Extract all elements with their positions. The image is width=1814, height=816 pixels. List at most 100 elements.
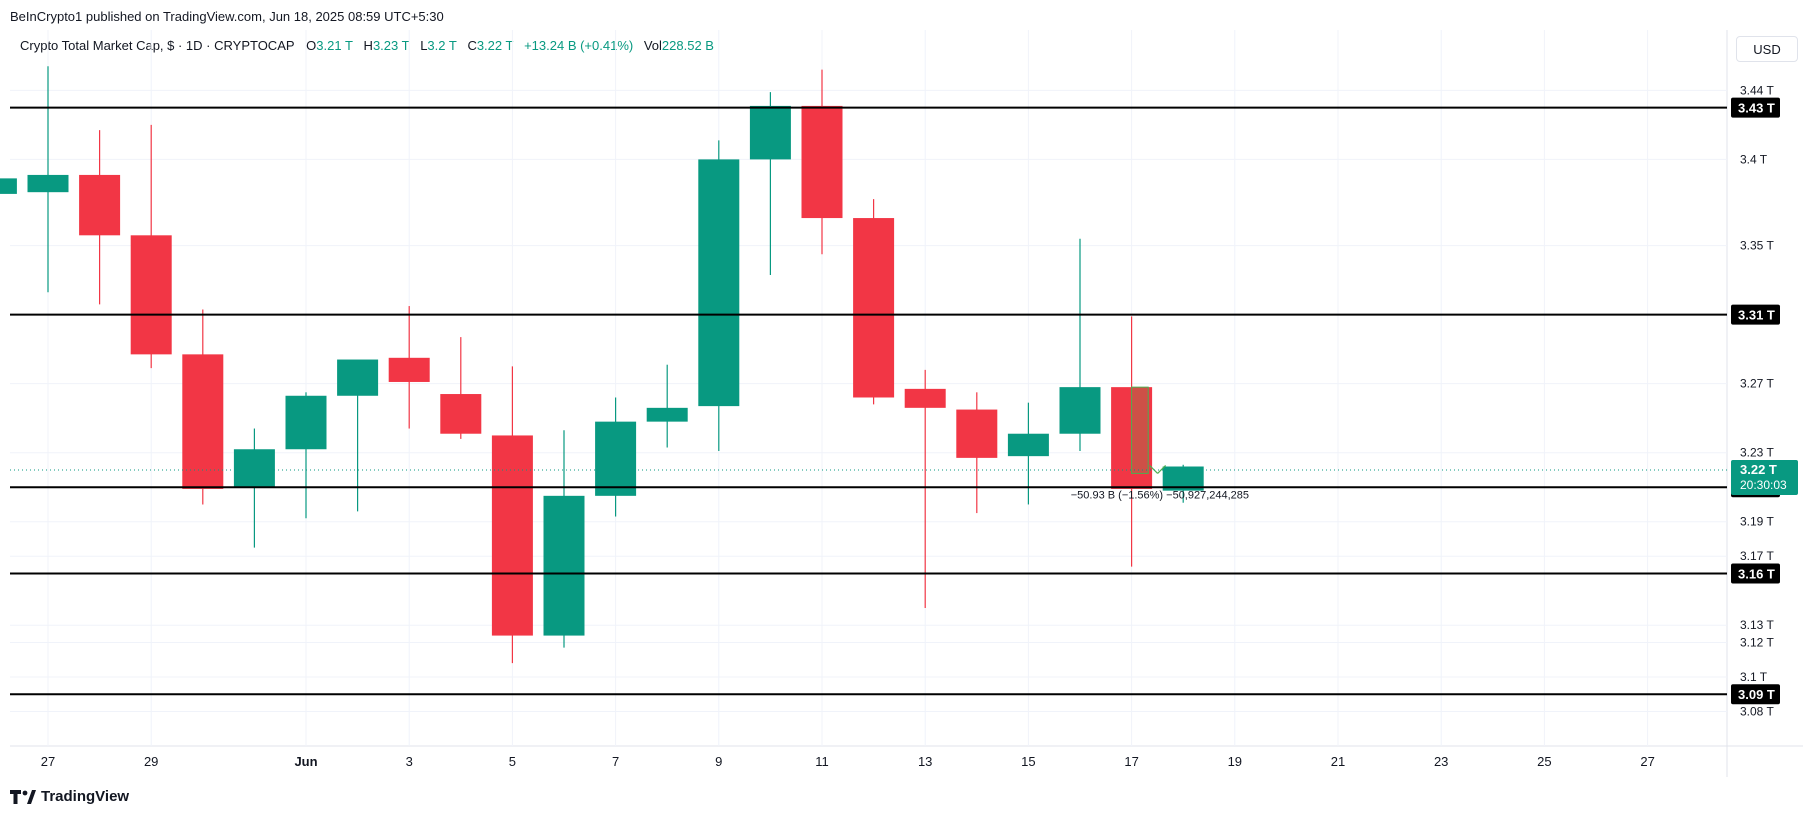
candle	[904, 369, 946, 608]
measure-tool: −50.93 B (−1.56%) −50,927,244,285	[1071, 386, 1249, 501]
time-tick-label: 11	[815, 754, 829, 769]
candle-body	[285, 395, 327, 450]
candle	[440, 337, 482, 439]
candle	[337, 359, 379, 512]
candle-body	[182, 354, 224, 489]
time-tick-label: 13	[918, 754, 932, 769]
open-value: 3.21 T	[316, 38, 353, 53]
close-label: C	[467, 38, 477, 53]
volume-value: 228.52 B	[661, 38, 714, 53]
close-value: 3.22 T	[476, 38, 514, 53]
price-tick-label: 3.23 T	[1740, 446, 1774, 460]
level-price-label: 3.43 T	[1738, 101, 1775, 116]
last-price-box	[1731, 459, 1798, 495]
price-axis[interactable]: 3.44 T 3.4 T 3.35 T 3.27 T 3.23 T 3.19 T 3.17 …	[1731, 83, 1780, 718]
candle-body	[543, 495, 585, 636]
tradingview-logo-icon	[10, 789, 36, 804]
tradingview-brand-text: TradingView	[41, 788, 130, 805]
price-tick-label: 3.4 T	[1740, 152, 1768, 166]
level-price-box	[1731, 304, 1780, 325]
measure-box	[1131, 386, 1149, 474]
time-tick-label: 3	[406, 754, 413, 769]
currency-button[interactable]: USD	[1736, 36, 1798, 62]
candle-body	[801, 105, 843, 219]
time-tick-label: Jun	[294, 754, 317, 769]
low-value: 3.2 T	[427, 38, 457, 53]
candle-body	[130, 235, 172, 355]
volume-label: Vol	[643, 38, 662, 53]
time-tick-label: 5	[509, 754, 516, 769]
candle-body	[388, 357, 430, 382]
candle-body	[233, 449, 275, 488]
price-tick-label: 3.35 T	[1740, 239, 1774, 253]
level-price-label: 3.31 T	[1738, 308, 1775, 323]
candle	[182, 309, 224, 505]
high-label: H	[363, 38, 373, 53]
tradingview-brand[interactable]: TradingView	[10, 788, 129, 805]
candle	[956, 392, 998, 514]
candle-body	[491, 435, 533, 636]
low-label: L	[420, 38, 428, 53]
candle-body	[595, 421, 637, 496]
measure-arrow	[1149, 464, 1159, 474]
time-axis[interactable]: 27 29 Jun 3 5 7 9 11 13 15 17 19 21 23 25 27	[41, 754, 1655, 769]
candle-body	[337, 359, 379, 396]
time-tick-label: 25	[1537, 754, 1551, 769]
candle-body	[79, 174, 121, 236]
candle	[491, 366, 533, 664]
candle	[646, 364, 688, 448]
level-price-box	[1731, 563, 1780, 584]
candle-body	[904, 388, 946, 408]
candle-body	[27, 174, 69, 193]
candle-body	[1059, 387, 1101, 434]
high-value: 3.23 T	[372, 38, 410, 53]
time-tick-label: 27	[41, 754, 55, 769]
bar-countdown: 20:30:03	[1740, 478, 1787, 492]
price-tick-label: 3.1 T	[1740, 670, 1768, 684]
candle-body	[440, 394, 482, 434]
candle	[130, 124, 172, 369]
candle-body	[0, 178, 17, 194]
price-tick-label: 3.13 T	[1740, 618, 1774, 632]
candle	[79, 130, 121, 305]
price-tick-label: 3.27 T	[1740, 377, 1774, 391]
change-value: +13.24 B (+0.41%)	[524, 38, 634, 53]
candle	[698, 140, 740, 451]
candle	[543, 430, 585, 648]
time-tick-label: 29	[144, 754, 158, 769]
candle	[853, 199, 895, 405]
time-tick-label: 7	[612, 754, 619, 769]
candle	[595, 397, 637, 517]
candle	[1007, 402, 1049, 505]
price-tick-label: 3.08 T	[1740, 704, 1774, 718]
candle	[801, 69, 843, 255]
candle-body	[1007, 433, 1049, 457]
time-tick-label: 9	[715, 754, 722, 769]
candle-body	[698, 159, 740, 407]
measure-arrow	[1157, 464, 1167, 474]
time-tick-label: 15	[1021, 754, 1035, 769]
level-price-label: 3.16 T	[1738, 566, 1775, 581]
candle	[1059, 238, 1101, 451]
published-info: BeInCrypto1 published on TradingView.com…	[10, 9, 444, 24]
candle-body	[956, 409, 998, 458]
last-price-marker: 3.22 T20:30:03	[10, 459, 1798, 495]
price-tick-label: 3.12 T	[1740, 635, 1774, 649]
open-label: O	[306, 38, 317, 53]
time-tick-label: 27	[1640, 754, 1654, 769]
candle	[749, 92, 791, 275]
candle	[388, 306, 430, 429]
symbol-title[interactable]: Crypto Total Market Cap, $ · 1D · CRYPTO…	[20, 38, 295, 53]
candle-body	[853, 218, 895, 398]
symbol-legend: Crypto Total Market Cap, $ · 1D · CRYPTO…	[20, 38, 721, 53]
support-resistance-levels	[10, 106, 1727, 696]
measure-label: −50.93 B (−1.56%) −50,927,244,285	[1071, 489, 1249, 501]
time-tick-label: 19	[1228, 754, 1242, 769]
time-tick-label: 21	[1331, 754, 1345, 769]
level-price-label: 3.09 T	[1738, 687, 1775, 702]
last-price-label: 3.22 T	[1740, 462, 1777, 477]
candle	[27, 66, 69, 293]
candle-body	[749, 105, 791, 160]
candle	[0, 178, 17, 194]
